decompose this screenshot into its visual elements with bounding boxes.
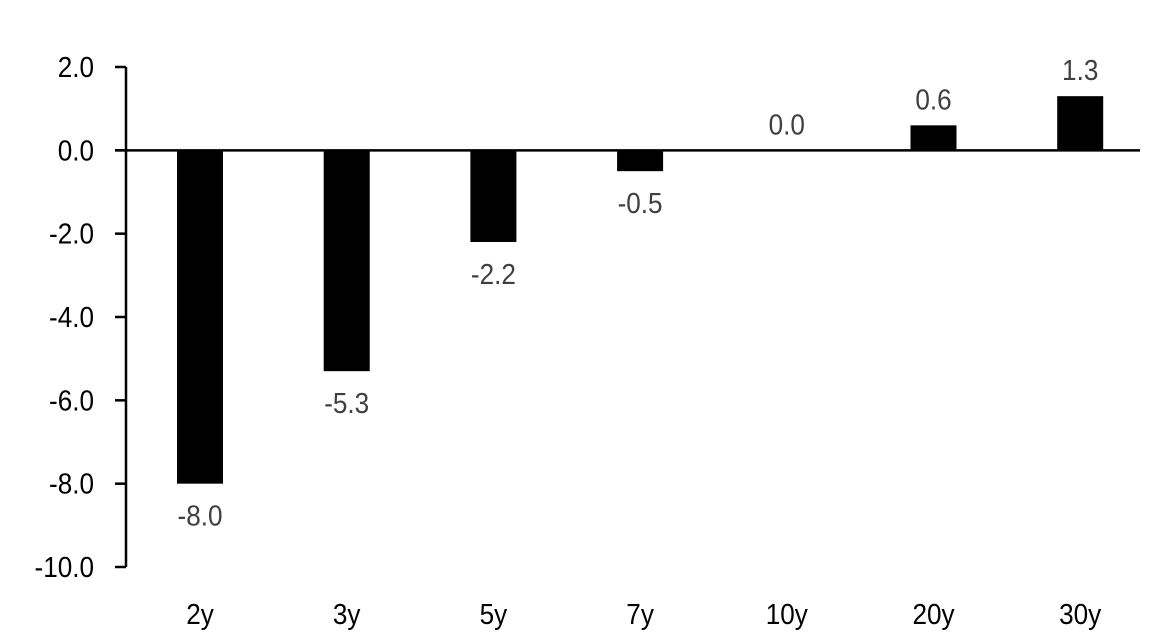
- y-tick-label: -10.0: [35, 551, 94, 584]
- x-tick-label: 10y: [766, 598, 808, 631]
- y-tick-label: 0.0: [58, 134, 94, 167]
- bar-3y: [323, 150, 370, 372]
- y-tick-label: -2.0: [49, 217, 94, 250]
- data-label: -5.3: [324, 387, 369, 420]
- x-tick-label: 5y: [480, 598, 508, 631]
- bar-30y: [1057, 96, 1104, 151]
- x-tick-label: 3y: [333, 598, 361, 631]
- data-label: 0.0: [769, 108, 805, 141]
- x-tick-label: 7y: [626, 598, 654, 631]
- y-tick-label: -4.0: [49, 301, 94, 334]
- data-label: -8.0: [178, 499, 223, 532]
- y-tick-label: 2.0: [58, 51, 94, 84]
- x-tick-label: 30y: [1059, 598, 1101, 631]
- data-label: 0.6: [915, 83, 951, 116]
- bar-20y: [910, 125, 957, 151]
- x-tick-label: 20y: [912, 598, 954, 631]
- data-label: -0.5: [618, 187, 663, 220]
- y-tick-label: -6.0: [49, 384, 94, 417]
- data-label: 1.3: [1062, 54, 1098, 87]
- x-tick-label: 2y: [186, 598, 214, 631]
- bar-5y: [470, 150, 517, 242]
- bar-2y: [177, 150, 223, 484]
- bar-7y: [617, 150, 664, 172]
- y-tick-label: -8.0: [49, 467, 94, 500]
- data-label: -2.2: [471, 258, 516, 291]
